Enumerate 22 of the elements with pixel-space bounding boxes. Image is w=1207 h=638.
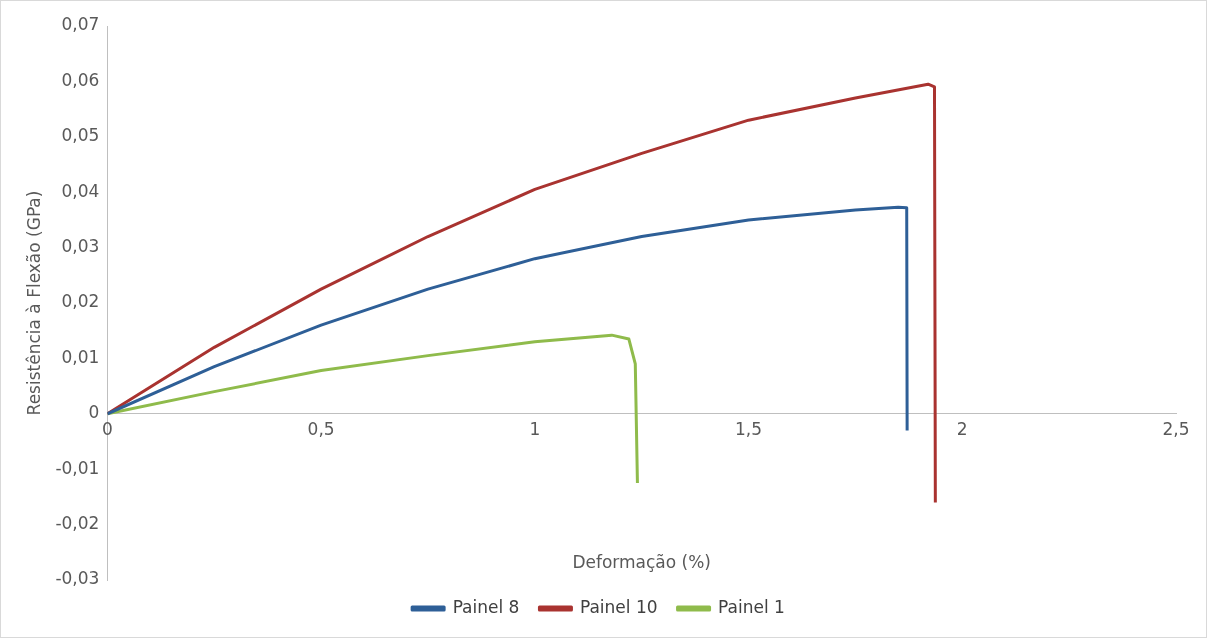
x-tick-label: 2: [956, 418, 968, 439]
y-tick-label: 0: [88, 402, 100, 423]
legend-label: Painel 10: [579, 596, 658, 617]
y-tick-label: -0,01: [55, 457, 100, 478]
x-axis-title: Deformação (%): [572, 552, 711, 573]
x-tick-label: 0: [101, 418, 113, 439]
x-tick-label: 1,5: [735, 418, 763, 439]
y-tick-label: -0,03: [55, 568, 100, 589]
y-tick-label: 0,03: [61, 236, 100, 257]
x-tick-label: 1: [529, 418, 541, 439]
y-tick-label: 0,05: [61, 125, 100, 146]
y-tick-label: -0,02: [55, 513, 100, 534]
y-tick-label: 0,04: [61, 180, 100, 201]
legend-label: Painel 8: [452, 596, 520, 617]
y-tick-label: 0,02: [61, 291, 100, 312]
x-tick-label: 0,5: [307, 418, 335, 439]
legend-label: Painel 1: [718, 596, 785, 617]
x-tick-label: 2,5: [1162, 418, 1190, 439]
y-axis-title: Resistência à Flexão (GPa): [23, 190, 44, 416]
y-tick-label: 0,06: [61, 69, 100, 90]
y-tick-label: 0,01: [61, 346, 100, 367]
y-tick-label: 0,07: [61, 14, 100, 35]
